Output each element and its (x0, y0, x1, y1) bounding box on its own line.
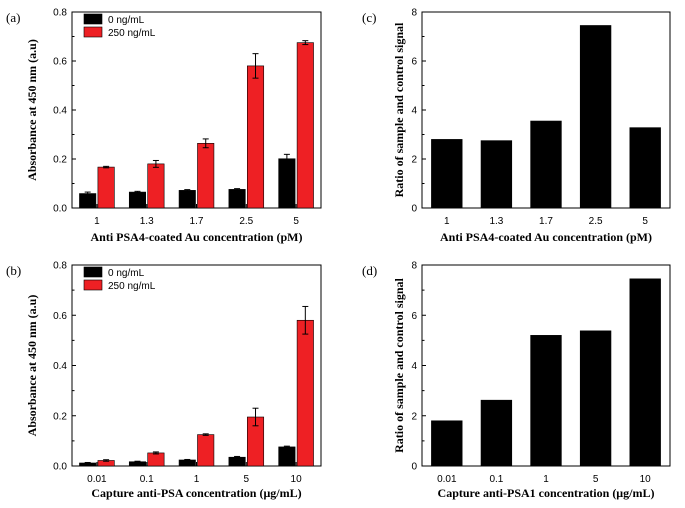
y-tick-label: 4 (411, 361, 417, 372)
y-tick-label: 8 (411, 8, 417, 19)
legend-label: 250 ng/mL (108, 28, 156, 39)
x-axis-title: Capture anti-PSA concentration (μg/mL) (91, 486, 301, 500)
bar-series-1 (247, 65, 265, 209)
x-tick-label: 1.3 (489, 216, 503, 227)
x-tick-label: 5 (293, 216, 299, 227)
y-tick-label: 2 (411, 411, 417, 422)
x-tick-label: 1 (543, 474, 549, 485)
x-tick-label: 1.7 (190, 216, 204, 227)
x-tick-label: 1 (194, 474, 200, 485)
bar-series-0 (228, 189, 246, 209)
y-tick-label: 6 (411, 57, 417, 68)
chart-panel-1: (c) 0 2 4 6 8 Ratio of sample and control sign… (362, 8, 671, 244)
x-axis-title: Anti PSA4-coated Au concentration (pM) (440, 230, 652, 244)
x-tick-label: 5 (593, 474, 599, 485)
y-tick-label: 0.0 (53, 462, 67, 473)
x-tick-label: 5 (244, 474, 250, 485)
panel-label: (c) (362, 10, 376, 25)
plot-frame (71, 264, 322, 467)
y-axis-title: Ratio of sample and control signal (392, 22, 406, 197)
legend-label: 0 ng/mL (108, 15, 145, 26)
x-tick-label: 0.1 (489, 474, 503, 485)
bar-series-0 (128, 191, 147, 209)
legend-swatch (83, 279, 103, 291)
x-tick-label: 10 (291, 474, 303, 485)
x-axis-title: Capture anti-PSA1 concentration (μg/mL) (438, 486, 655, 500)
y-tick-label: 0.2 (53, 155, 67, 166)
y-tick-label: 6 (411, 311, 417, 322)
legend-label: 0 ng/mL (108, 268, 145, 279)
legend-swatch (83, 266, 103, 278)
y-tick-label: 8 (411, 261, 417, 272)
bar-series-0 (278, 158, 296, 209)
chart-panel-0: (a) 0.0 0.2 0.4 0.6 0.8 Absorbance at 450 nm (… (6, 8, 322, 244)
y-tick-label: 0.2 (53, 411, 67, 422)
bar-ratio (431, 420, 463, 467)
bar-series-0 (79, 193, 97, 209)
y-tick-label: 0 (411, 204, 417, 215)
bar-series-1 (197, 434, 215, 467)
x-tick-label: 5 (642, 216, 648, 227)
x-tick-label: 0.01 (437, 474, 457, 485)
bar-series-1 (147, 452, 165, 467)
x-axis-title: Anti PSA4-coated Au concentration (pM) (91, 230, 303, 244)
bar-series-1 (147, 163, 165, 209)
legend-swatch (83, 13, 103, 25)
y-tick-label: 0.6 (53, 311, 67, 322)
y-tick-label: 0.4 (53, 361, 67, 372)
y-tick-label: 0 (411, 462, 417, 473)
x-tick-label: 1 (444, 216, 450, 227)
y-tick-label: 0.8 (53, 8, 67, 19)
bar-series-0 (228, 456, 246, 467)
y-axis-title: Absorbance at 450 nm (a.u) (25, 39, 39, 181)
legend-label: 250 ng/mL (108, 281, 156, 292)
bar-series-0 (178, 190, 196, 209)
x-tick-label: 1.3 (140, 216, 154, 227)
bar-ratio (629, 278, 661, 467)
y-tick-label: 4 (411, 106, 417, 117)
bar-ratio (431, 139, 463, 209)
x-tick-label: 1.7 (539, 216, 553, 227)
x-tick-label: 10 (640, 474, 652, 485)
legend-swatch (83, 26, 103, 38)
x-tick-label: 2.5 (239, 216, 253, 227)
bar-ratio (530, 335, 562, 467)
bar-ratio (579, 330, 612, 467)
bar-series-0 (278, 446, 296, 467)
x-tick-label: 0.1 (140, 474, 154, 485)
chart-panel-2: (b) 0.0 0.2 0.4 0.6 0.8 Absorbance at 450 nm (… (6, 261, 322, 500)
y-tick-label: 0.4 (53, 106, 67, 117)
bar-series-1 (296, 42, 314, 209)
panel-label: (d) (362, 263, 377, 278)
bar-ratio (579, 25, 612, 209)
panel-label: (a) (6, 10, 20, 25)
y-tick-label: 0.0 (53, 204, 67, 215)
y-tick-label: 0.6 (53, 57, 67, 68)
panel-label: (b) (6, 263, 21, 278)
x-tick-label: 0.01 (87, 474, 107, 485)
bar-ratio (480, 399, 513, 467)
y-axis-title: Absorbance at 450 nm (a.u) (25, 295, 39, 437)
y-tick-label: 2 (411, 155, 417, 166)
x-tick-label: 2.5 (589, 216, 603, 227)
bar-ratio (629, 127, 661, 209)
bar-series-1 (197, 143, 215, 209)
chart-panel-3: (d) 0 2 4 6 8 Ratio of sample and control sign… (362, 261, 671, 500)
y-axis-title: Ratio of sample and control signal (392, 277, 406, 452)
bar-series-1 (296, 319, 314, 467)
x-tick-label: 1 (94, 216, 100, 227)
bar-ratio (530, 120, 562, 209)
y-tick-label: 0.8 (53, 261, 67, 272)
bar-series-1 (97, 166, 115, 209)
bar-ratio (480, 140, 513, 209)
